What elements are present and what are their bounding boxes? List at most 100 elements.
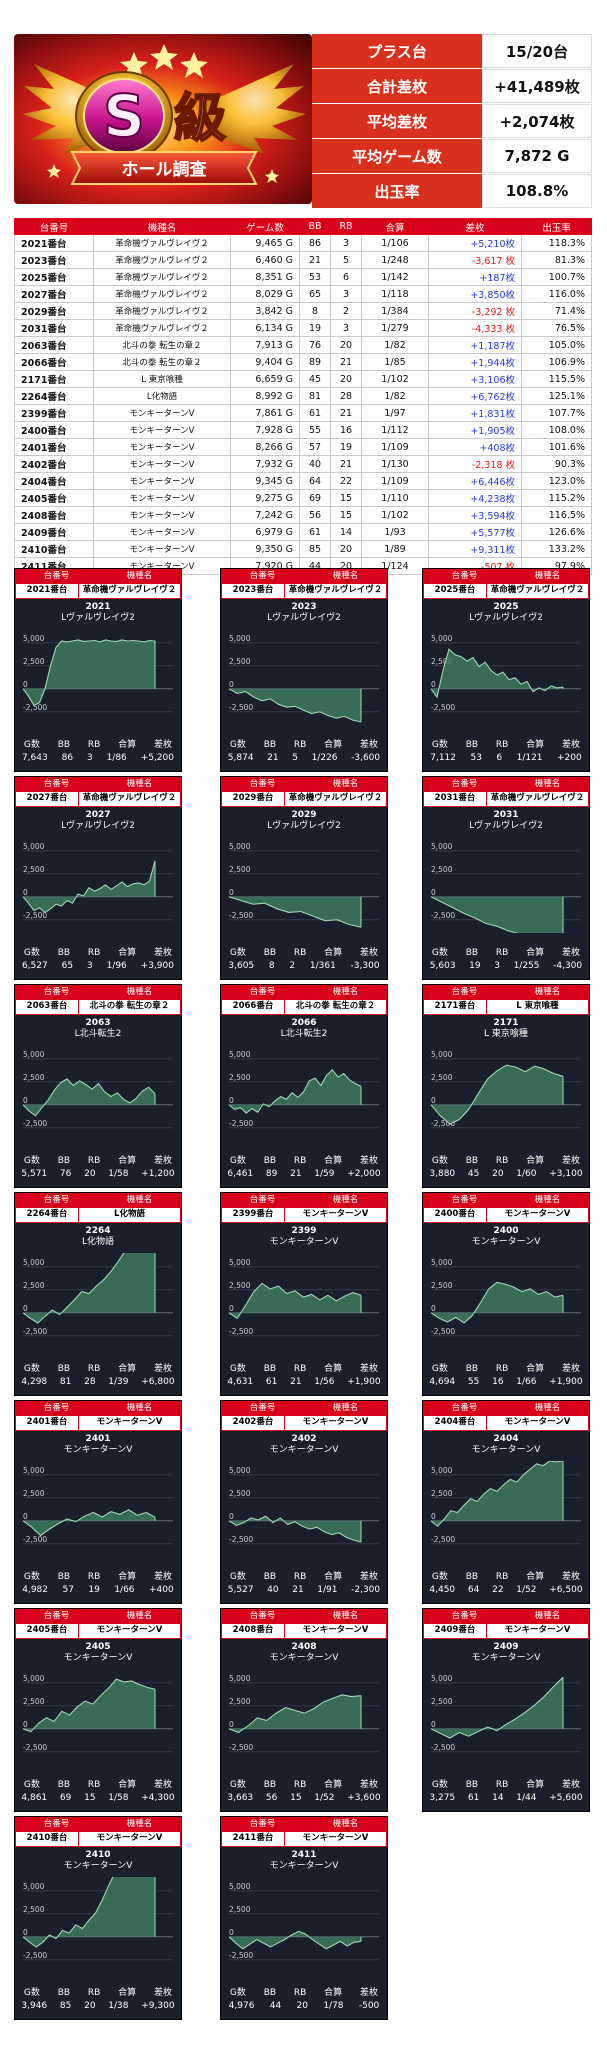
card-header-label: 台番号 xyxy=(43,987,70,997)
table-cell: 1/130 xyxy=(361,455,429,473)
stats-label: G数 xyxy=(431,948,448,958)
stat-games: 5,603 xyxy=(429,961,456,971)
stats-label: G数 xyxy=(229,1364,246,1374)
table-cell: +1,905枚 xyxy=(428,421,522,439)
machine-graph-card[interactable]: 台番号 機種名 2021番台 革命機ヴァルヴレイヴ２ 2021 Lヴァルヴレイヴ2 G数 BB… xyxy=(14,568,182,772)
machine-graph-card[interactable]: 台番号 機種名 2027番台 革命機ヴァルヴレイヴ２ 2027 Lヴァルヴレイヴ2 G数 BB… xyxy=(14,776,182,980)
card-header-label: 台番号 xyxy=(451,1195,478,1205)
table-cell: 9,350 G xyxy=(230,540,300,558)
table-row: 2031番台 革命機ヴァルヴレイヴ２ 6,134 G 19 3 1/279 -4,333 枚… xyxy=(14,319,592,337)
stats-label: RB xyxy=(495,1572,509,1582)
stat-rb: 15 xyxy=(84,1793,96,1803)
stats-value-row: 5,571 76 20 1/58 +1,200 xyxy=(15,1168,181,1181)
machine-graph-card[interactable]: 台番号 機種名 2402番台 モンキーターンV 2402 モンキーターンV G数 BB RB 合算… xyxy=(220,1400,388,1604)
graph-title: 2410 xyxy=(85,1850,111,1860)
graph-title: 2401 xyxy=(85,1434,111,1444)
stat-bb: 76 xyxy=(59,1169,72,1179)
machine-graph-card[interactable]: 台番号 機種名 2409番台 モンキーターンV 2409 モンキーターンV G数 BB RB 合算… xyxy=(422,1608,590,1812)
stats-label: BB xyxy=(465,1364,479,1374)
table-cell: 3 xyxy=(330,234,362,252)
summary-row-plus-machines: プラス台 15/20台 xyxy=(312,34,592,69)
y-tick-label: 0 xyxy=(229,1304,234,1313)
machine-graph-card[interactable]: 台番号 機種名 2171番台 L 東京喰種 2171 L 東京喰種 G数 BB RB 合算 差枚 3,… xyxy=(422,984,590,1188)
machine-graph-card[interactable]: 台番号 機種名 2264番台 L化物語 2264 L化物語 G数 BB RB 合算 差枚 4,298 8… xyxy=(14,1192,182,1396)
table-row: 2408番台 モンキーターンV 7,242 G 56 15 1/102 +3,594枚 116… xyxy=(14,506,592,524)
y-tick-label: 2,500 xyxy=(229,1697,251,1706)
machine-graph-card[interactable]: 台番号 機種名 2399番台 モンキーターンV 2399 モンキーターンV G数 BB RB 合算… xyxy=(220,1192,388,1396)
table-cell: +3,594枚 xyxy=(428,506,522,524)
machine-graph-card[interactable]: 台番号 機種名 2408番台 モンキーターンV 2408 モンキーターンV G数 BB RB 合算… xyxy=(220,1608,388,1812)
stats-label: 合算 xyxy=(324,740,343,750)
stat-bb: 56 xyxy=(265,1793,278,1803)
table-cell: 86 xyxy=(299,234,331,252)
y-tick-label: 0 xyxy=(431,680,436,689)
stat-games: 4,631 xyxy=(227,1377,254,1387)
table-cell: 133.2% xyxy=(521,540,592,558)
summary-label: プラス台 xyxy=(312,34,482,68)
table-cell: +1,944枚 xyxy=(428,353,522,371)
card-machine-number: 2409番台 xyxy=(424,1624,487,1638)
stats-label: 差枚 xyxy=(562,1572,581,1582)
machine-graph-card[interactable]: 台番号 機種名 2410番台 モンキーターンV 2410 モンキーターンV G数 BB RB 合算… xyxy=(14,1816,182,2020)
table-cell: 8,992 G xyxy=(230,387,300,405)
stats-label: 合算 xyxy=(118,948,137,958)
slump-line xyxy=(228,896,362,928)
machine-graph-card[interactable]: 台番号 機種名 2029番台 革命機ヴァルヴレイヴ２ 2029 Lヴァルヴレイヴ2 G数 BB… xyxy=(220,776,388,980)
card-stats: G数 BB RB 合算 差枚 5,571 76 20 1/58 +1,200 xyxy=(15,1155,181,1181)
stats-label: 差枚 xyxy=(360,1364,379,1374)
machine-graph-card[interactable]: 台番号 機種名 2404番台 モンキーターンV 2404 モンキーターンV G数 BB RB 合算… xyxy=(422,1400,590,1604)
y-tick-label: -2,500 xyxy=(23,1535,47,1544)
stats-label: RB xyxy=(87,1988,101,1998)
stat-games: 5,571 xyxy=(21,1169,48,1179)
stats-label: G数 xyxy=(23,1156,40,1166)
slump-area xyxy=(23,1877,155,1947)
machine-graph-card[interactable]: 台番号 機種名 2405番台 モンキーターンV 2405 モンキーターンV G数 BB RB 合算… xyxy=(14,1608,182,1812)
stats-label: RB xyxy=(293,740,307,750)
y-tick-label: 2,500 xyxy=(23,1489,45,1498)
table-row: 2401番台 モンキーターンV 8,266 G 57 19 1/109 +408枚 101.6… xyxy=(14,438,592,456)
stats-value-row: 4,450 64 22 1/52 +6,500 xyxy=(423,1584,589,1597)
machine-graph-card[interactable]: 台番号 機種名 2400番台 モンキーターンV 2400 モンキーターンV G数 BB RB 合算… xyxy=(422,1192,590,1396)
machine-graph-card[interactable]: 台番号 機種名 2066番台 北斗の拳 転生の章２ 2066 L北斗転生2 G数 BB RB 合算… xyxy=(220,984,388,1188)
slump-area xyxy=(23,1679,155,1732)
stat-bb: 81 xyxy=(59,1377,72,1387)
graph-subtitle: Lヴァルヴレイヴ2 xyxy=(61,821,135,831)
y-tick-label: 2,500 xyxy=(23,657,45,666)
machine-graph-card[interactable]: 台番号 機種名 2063番台 北斗の拳 転生の章２ 2063 L北斗転生2 G数 BB RB 合算… xyxy=(14,984,182,1188)
card-info-row: 2399番台 モンキーターンV xyxy=(221,1207,387,1223)
card-stats: G数 BB RB 合算 差枚 4,982 57 19 1/66 +400 xyxy=(15,1571,181,1597)
summary-row-total-diff: 合計差枚 +41,489枚 xyxy=(312,69,592,104)
machine-graph-card[interactable]: 台番号 機種名 2031番台 革命機ヴァルヴレイヴ２ 2031 Lヴァルヴレイヴ2 G数 BB… xyxy=(422,776,590,980)
slump-area xyxy=(431,1065,563,1125)
machine-graph-card[interactable]: 台番号 機種名 2023番台 革命機ヴァルヴレイヴ２ 2023 Lヴァルヴレイヴ2 G数 BB… xyxy=(220,568,388,772)
stats-header-row: G数 BB RB 合算 差枚 xyxy=(15,1155,181,1168)
stat-games: 7,643 xyxy=(21,753,48,763)
stats-header-row: G数 BB RB 合算 差枚 xyxy=(15,739,181,752)
table-cell: 2066番台 xyxy=(14,353,94,371)
hall-report-ribbon: ホール調査 xyxy=(70,151,258,185)
card-machine-name: L 東京喰種 xyxy=(516,1001,559,1011)
stats-label: 合算 xyxy=(526,1156,545,1166)
table-cell: 53 xyxy=(299,268,331,286)
stat-rb: 20 xyxy=(296,2001,308,2011)
machine-graph-card[interactable]: 台番号 機種名 2025番台 革命機ヴァルヴレイヴ２ 2025 Lヴァルヴレイヴ2 G数 BB… xyxy=(422,568,590,772)
y-tick-label: -2,500 xyxy=(229,1951,253,1960)
stat-bb: 85 xyxy=(59,2001,72,2011)
card-header: 台番号 機種名 xyxy=(423,1193,589,1207)
stat-total: 1/52 xyxy=(516,1585,537,1595)
slump-area xyxy=(431,649,563,698)
stats-label: BB xyxy=(57,1988,71,1998)
slump-graph: 5,000 2,500 0 -2,500 xyxy=(430,842,581,933)
machine-graph-card[interactable]: 台番号 機種名 2401番台 モンキーターンV 2401 モンキーターンV G数 BB RB 合算… xyxy=(14,1400,182,1604)
card-header: 台番号 機種名 xyxy=(15,1193,181,1207)
stat-diff: -2,300 xyxy=(351,1585,381,1595)
table-cell: 7,913 G xyxy=(230,336,300,354)
stats-header-row: G数 BB RB 合算 差枚 xyxy=(221,1779,387,1792)
machine-graph-card[interactable]: 台番号 機種名 2411番台 モンキーターンV 2411 モンキーターンV G数 BB RB 合算… xyxy=(220,1816,388,2020)
table-cell: モンキーターンV xyxy=(93,540,231,558)
card-machine-number: 2027番台 xyxy=(16,792,79,806)
card-header-label: 機種名 xyxy=(126,779,153,789)
stat-bb: 40 xyxy=(267,1585,279,1595)
table-cell: 8,029 G xyxy=(230,285,300,303)
y-tick-label: 5,000 xyxy=(229,1882,251,1891)
